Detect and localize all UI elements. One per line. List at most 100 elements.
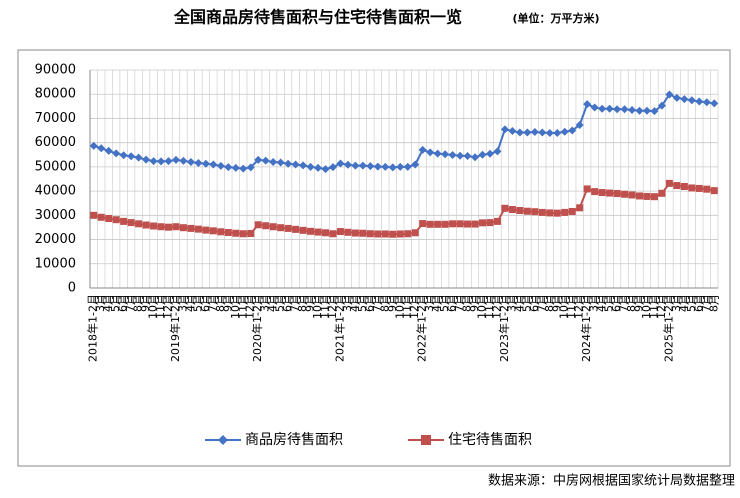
data-point <box>426 220 434 228</box>
x-tick-label: 2021年1-2月 <box>332 294 346 362</box>
data-point <box>687 96 696 105</box>
data-point <box>307 227 315 235</box>
x-tick-label: 4月 <box>348 294 361 312</box>
x-tick-label: 10月 <box>393 294 406 319</box>
data-point <box>105 214 113 222</box>
data-point <box>680 95 689 104</box>
x-tick-label: 8月 <box>132 294 145 312</box>
data-point <box>553 128 562 137</box>
data-point <box>434 220 442 228</box>
data-point <box>291 160 300 169</box>
data-point <box>358 161 367 170</box>
x-tick-label: 7月 <box>289 294 302 312</box>
data-point <box>366 230 374 238</box>
x-tick-label: 5月 <box>438 294 451 312</box>
data-point <box>464 220 472 228</box>
data-point <box>650 193 658 201</box>
data-point <box>500 125 509 134</box>
data-point <box>292 225 300 233</box>
data-point <box>112 149 121 158</box>
x-tick-label: 11月 <box>647 294 660 319</box>
data-point <box>381 230 389 238</box>
y-tick-label: 10000 <box>35 256 76 271</box>
x-tick-label: 3月 <box>505 294 518 312</box>
data-point <box>127 219 135 227</box>
data-point <box>284 159 293 168</box>
x-tick-label: 10月 <box>476 294 489 319</box>
y-tick-label: 90000 <box>35 63 76 78</box>
data-point <box>508 127 517 136</box>
x-tick-label: 9月 <box>304 294 317 312</box>
x-tick-label: 6月 <box>446 294 459 312</box>
data-point <box>328 163 337 172</box>
data-point <box>545 128 554 137</box>
data-point <box>658 189 666 197</box>
data-point <box>523 128 532 137</box>
x-tick-label: 4月 <box>102 294 115 312</box>
x-tick-label: 6月 <box>692 294 705 312</box>
x-tick-label: 9月 <box>386 294 399 312</box>
data-point <box>187 224 195 232</box>
data-point <box>277 224 285 232</box>
data-point <box>650 107 659 116</box>
x-tick-label: 10月 <box>640 294 653 319</box>
data-point <box>261 156 270 165</box>
data-point <box>636 192 643 200</box>
x-tick-label: 8月 <box>461 294 474 312</box>
x-tick-label: 10月 <box>147 294 160 319</box>
data-point <box>485 149 494 158</box>
x-tick-label: 12月 <box>655 294 668 319</box>
x-tick-label: 2022年1-2月 <box>415 294 429 362</box>
data-point <box>351 229 359 237</box>
x-tick-label: 7月 <box>124 294 137 312</box>
x-tick-label: 2018年1-2月 <box>86 294 100 362</box>
data-point <box>120 217 128 225</box>
data-point <box>276 158 285 167</box>
data-point <box>575 120 584 129</box>
x-tick-label: 6月 <box>199 294 212 312</box>
data-point <box>314 163 323 172</box>
data-point <box>553 209 561 217</box>
x-tick-label: 5月 <box>603 294 616 312</box>
legend-label: 商品房待售面积 <box>245 432 343 448</box>
data-point <box>299 226 307 234</box>
data-point <box>478 150 487 159</box>
data-point <box>97 144 106 153</box>
data-point <box>135 220 143 228</box>
data-point <box>433 149 442 158</box>
data-point <box>201 159 210 168</box>
x-tick-label: 8月 <box>625 294 638 312</box>
x-tick-label: 12月 <box>408 294 421 319</box>
x-tick-label: 9月 <box>139 294 152 312</box>
data-point <box>621 190 629 198</box>
data-point <box>284 224 292 232</box>
x-tick-label: 6月 <box>117 294 130 312</box>
data-point <box>493 147 502 156</box>
data-point <box>224 163 233 172</box>
y-tick-label: 0 <box>68 281 76 296</box>
data-point <box>501 204 509 212</box>
data-point <box>426 148 435 157</box>
data-point <box>441 150 450 159</box>
data-point <box>142 155 151 164</box>
data-point <box>239 230 247 238</box>
data-point <box>150 222 158 230</box>
data-point <box>322 229 329 237</box>
x-tick-label: 2019年1-2月 <box>168 294 182 362</box>
legend-marker <box>218 435 228 445</box>
x-tick-label: 3月 <box>94 294 107 312</box>
x-tick-label: 7月 <box>618 294 631 312</box>
x-tick-label: 3月 <box>176 294 189 312</box>
data-point <box>299 161 308 170</box>
data-point <box>186 158 195 167</box>
data-point <box>388 163 397 172</box>
x-tick-label: 2025年1-2月 <box>661 294 675 362</box>
data-point <box>530 128 539 137</box>
x-tick-label: 12月 <box>573 294 586 319</box>
source-note: 数据来源：中房网根据国家统计局数据整理 <box>488 473 735 489</box>
data-point <box>216 161 225 170</box>
data-point <box>359 229 367 237</box>
x-tick-label: 9月 <box>221 294 234 312</box>
data-point <box>456 151 465 160</box>
x-tick-label: 8月 <box>707 294 720 312</box>
